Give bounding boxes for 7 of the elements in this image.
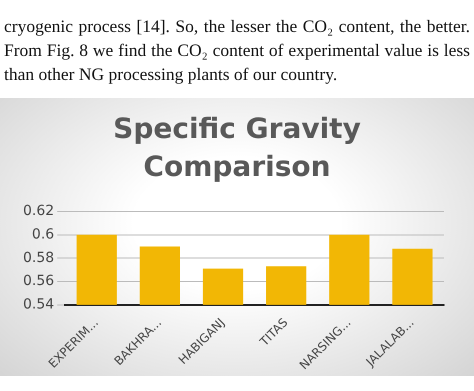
text: cryogenic process [14]. So, the lesser the CO₂ content, the better. From Fig. 8 we find the CO₂ content of experimental value is less than other NG processing plants of our country.: [4, 15, 470, 86]
y-tick-label: 0.56: [23, 273, 54, 290]
y-tick-label: 0.54: [23, 296, 54, 313]
y-tick-label: 0.6: [32, 226, 54, 242]
y-tick-label: 0.58: [23, 250, 54, 266]
y-tick-label: 0.62: [23, 203, 54, 220]
chart-title: Specific Gravity Comparison: [112, 111, 362, 185]
